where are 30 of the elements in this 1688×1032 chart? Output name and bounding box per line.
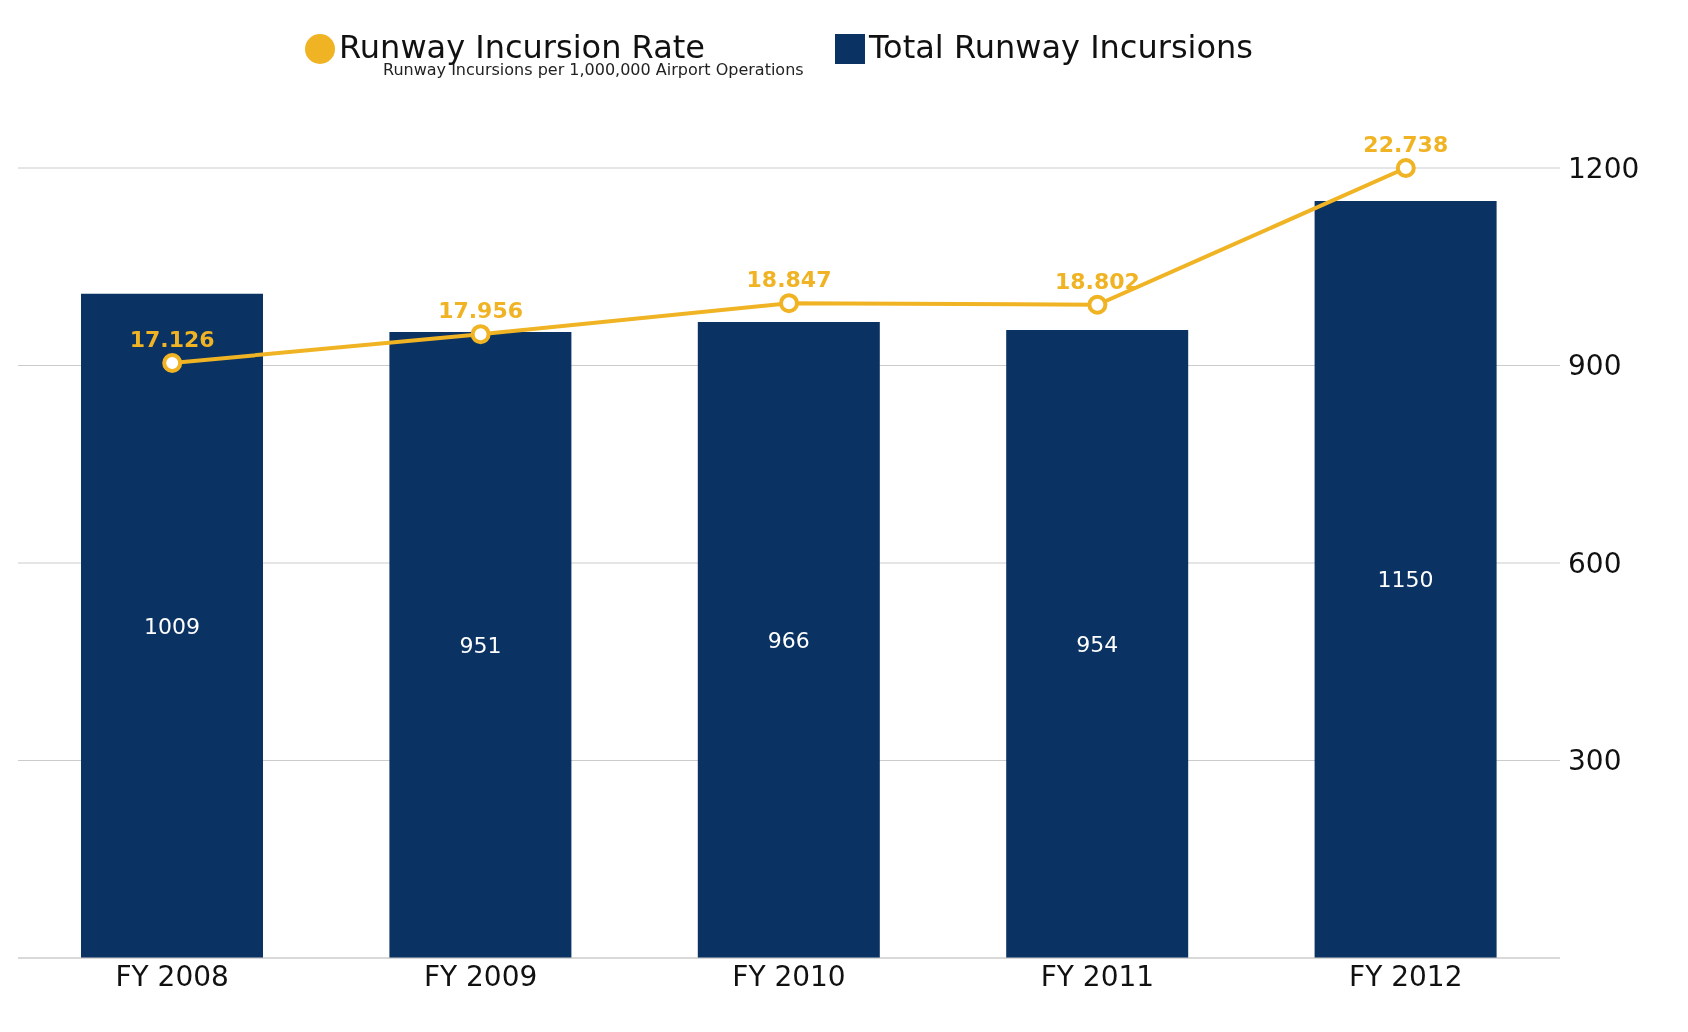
data-label: 17.126 [129, 326, 215, 352]
data-label: 22.738 [1363, 132, 1449, 157]
point [470, 324, 491, 345]
data-label: 1009 [144, 613, 200, 639]
data-label: 17.956 [438, 298, 524, 324]
y-tick-label: 1200 [1568, 151, 1640, 185]
data-label: 18.802 [1054, 268, 1140, 294]
y-tick-label: 600 [1568, 546, 1622, 580]
bar [389, 331, 572, 958]
bar [1006, 329, 1189, 958]
y-tick-label: 300 [1568, 744, 1622, 778]
bar [697, 322, 880, 958]
x-tick-label: FY 2011 [1040, 959, 1155, 993]
x-tick-label: FY 2012 [1349, 959, 1463, 993]
data-label: 966 [767, 627, 810, 653]
y-tick-label: 900 [1568, 349, 1622, 383]
point [1087, 294, 1108, 315]
bar [1314, 200, 1497, 958]
legend-label: Total Runway Incursions [868, 28, 1253, 66]
point [779, 293, 799, 314]
data-label: 954 [1076, 631, 1119, 657]
bar [81, 293, 263, 958]
x-tick-label: FY 2010 [732, 959, 846, 993]
data-label: 1150 [1377, 567, 1434, 593]
data-label: 18.847 [746, 267, 832, 293]
x-tick-label: FY 2008 [115, 959, 229, 993]
point [1395, 158, 1416, 178]
data-label: 951 [459, 632, 502, 658]
x-tick-label: FY 2009 [423, 959, 538, 993]
point [162, 352, 183, 373]
